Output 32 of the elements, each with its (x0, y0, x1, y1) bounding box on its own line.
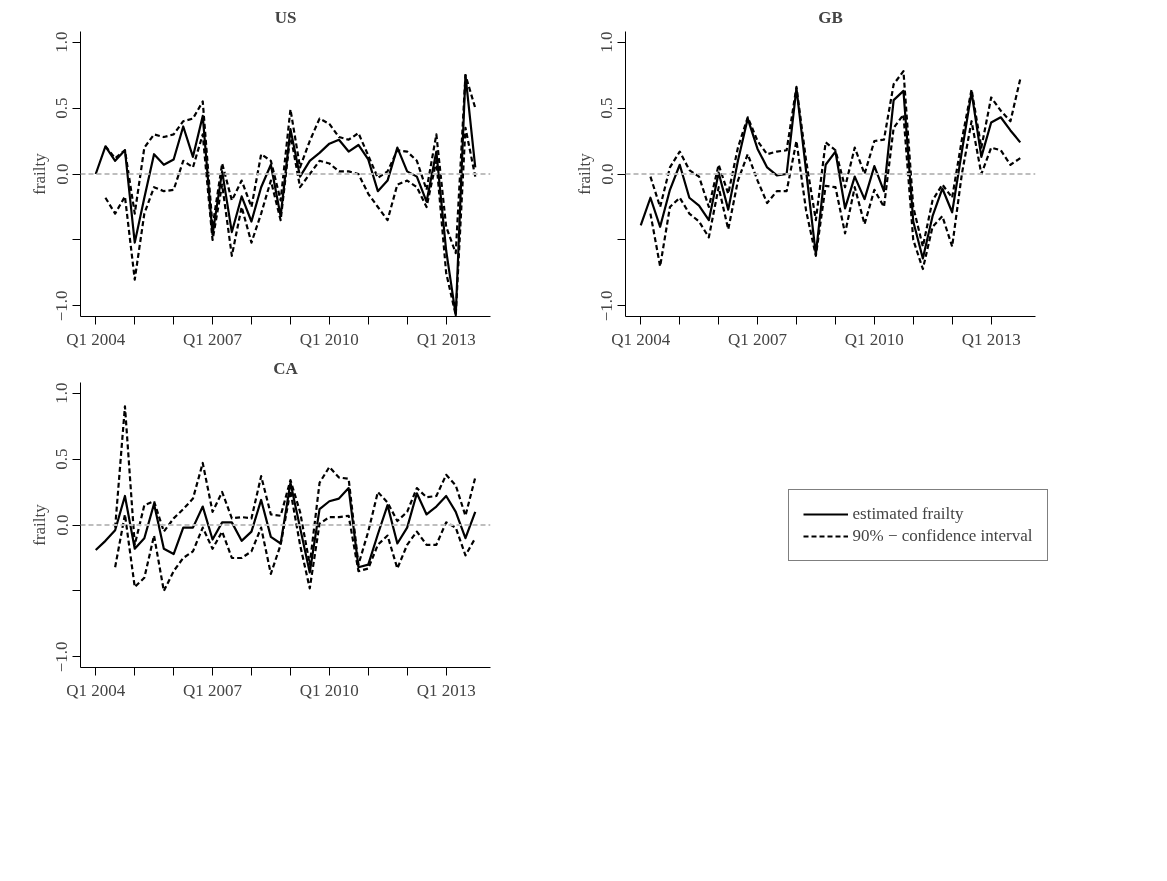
y-tick-label: 1.0 (52, 31, 72, 53)
x-tick-label: Q1 2010 (299, 680, 359, 700)
x-tick-label: Q1 2007 (183, 680, 243, 700)
chart-title: GB (818, 7, 843, 27)
y-tick-label: −1.0 (52, 290, 72, 322)
x-tick-label: Q1 2013 (961, 329, 1021, 349)
x-tick-label: Q1 2007 (183, 329, 243, 349)
chart-title: US (274, 7, 297, 27)
y-tick-label: 0.0 (52, 163, 72, 185)
y-tick-label: −1.0 (597, 290, 617, 322)
y-axis-title: frailty (574, 152, 594, 195)
y-tick-label: 0.5 (52, 97, 72, 119)
y-tick-label: −1.0 (52, 641, 72, 673)
y-tick-label: 1.0 (597, 31, 617, 53)
legend-label: 90% − confidence interval (852, 525, 1033, 546)
x-tick-label: Q1 2010 (299, 329, 359, 349)
x-tick-label: Q1 2013 (416, 680, 476, 700)
x-tick-label: Q1 2010 (844, 329, 904, 349)
y-tick-label: 0.0 (597, 163, 617, 185)
y-tick-label: 0.0 (52, 514, 72, 536)
x-tick-label: Q1 2004 (66, 329, 126, 349)
x-tick-label: Q1 2004 (611, 329, 671, 349)
y-tick-label: 1.0 (52, 382, 72, 404)
x-tick-label: Q1 2007 (728, 329, 788, 349)
y-tick-label: 0.5 (597, 97, 617, 119)
x-tick-label: Q1 2004 (66, 680, 126, 700)
y-axis-title: frailty (29, 152, 49, 195)
y-tick-label: 0.5 (52, 448, 72, 470)
y-axis-title: frailty (29, 503, 49, 546)
chart-title: CA (273, 358, 299, 378)
legend-label: estimated frailty (852, 503, 964, 524)
x-tick-label: Q1 2013 (416, 329, 476, 349)
